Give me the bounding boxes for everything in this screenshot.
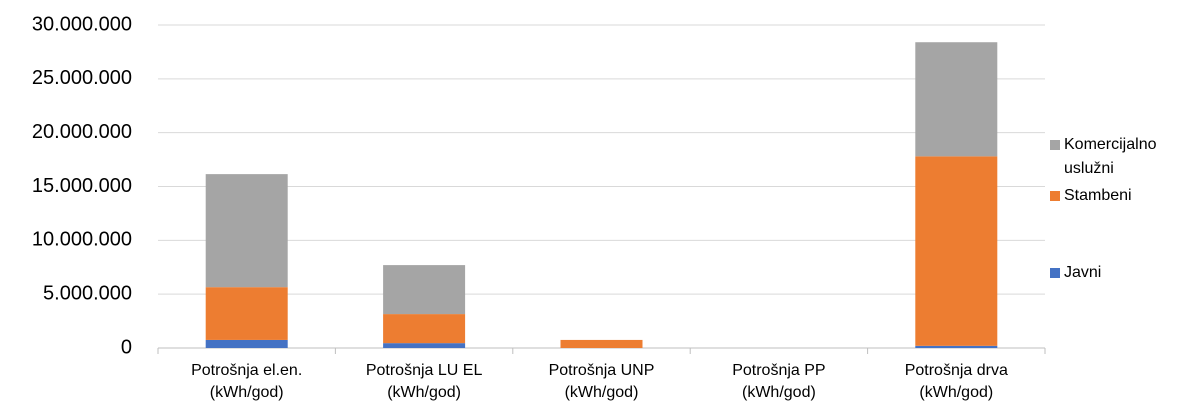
bar-segment (915, 42, 998, 157)
legend-label: Komercijalno uslužni (1064, 136, 1157, 177)
bar-segment (383, 314, 466, 344)
bar-segment (383, 265, 466, 315)
bar-segment (560, 339, 643, 348)
bar-segment (205, 287, 288, 340)
y-tick-label: 10.000.000 (32, 229, 132, 251)
bar-segment (915, 156, 998, 346)
x-tick-label: Potrošnja PP (kWh/god) (732, 362, 825, 401)
x-tick-label: Potrošnja drva (kWh/god) (905, 362, 1008, 401)
legend-swatch (1050, 140, 1060, 150)
legend-swatch (1050, 268, 1060, 278)
x-tick-label: Potrošnja LU EL (kWh/god) (366, 362, 483, 401)
y-tick-label: 30.000.000 (32, 13, 132, 35)
bar-segment (205, 174, 288, 288)
bar-segment (383, 343, 466, 348)
x-tick-label: Potrošnja el.en. (kWh/god) (191, 362, 302, 401)
y-tick-label: 5.000.000 (43, 282, 132, 304)
bar-segment (205, 339, 288, 348)
y-tick-label: 25.000.000 (32, 67, 132, 89)
y-tick-label: 15.000.000 (32, 175, 132, 197)
legend-label: Javni (1064, 264, 1101, 281)
legend-swatch (1050, 191, 1060, 201)
y-tick-label: 0 (121, 336, 132, 358)
x-tick-label: Potrošnja UNP (kWh/god) (549, 362, 655, 401)
y-tick-label: 20.000.000 (32, 121, 132, 143)
bar-segment (915, 345, 998, 348)
legend-label: Stambeni (1064, 187, 1132, 204)
